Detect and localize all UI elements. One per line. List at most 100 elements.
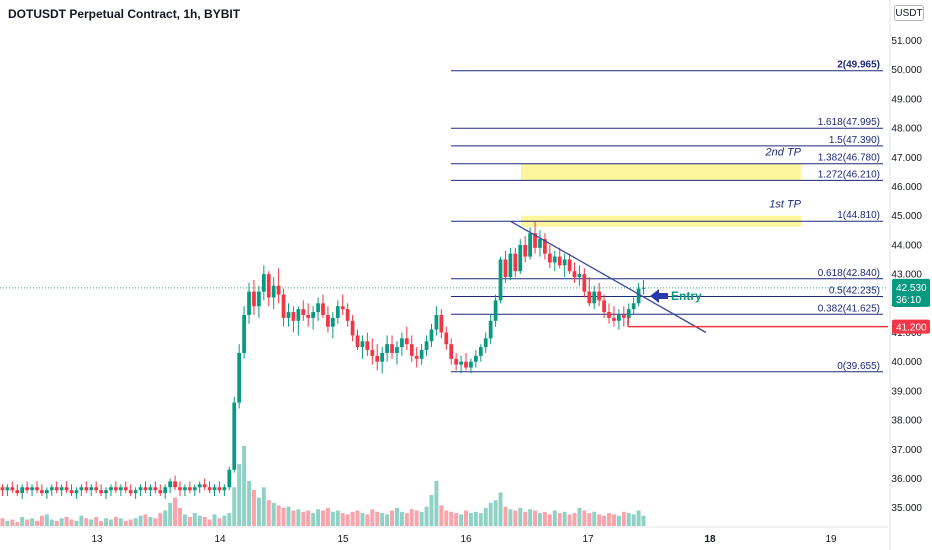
volume-bar bbox=[291, 510, 296, 526]
volume-bar bbox=[74, 520, 79, 526]
candle-body bbox=[232, 402, 237, 470]
y-tick-label: 40.000 bbox=[891, 357, 922, 368]
candle-body bbox=[266, 274, 271, 298]
candle-body bbox=[444, 332, 449, 345]
candle-body bbox=[518, 244, 523, 272]
candle-body bbox=[607, 312, 611, 318]
volume-bar bbox=[251, 489, 256, 526]
volume-bar bbox=[567, 514, 572, 526]
candle-body bbox=[44, 490, 49, 494]
volume-bar bbox=[202, 516, 207, 526]
fib-level-label: 1.5(47.390) bbox=[829, 135, 880, 146]
y-tick-label: 38.000 bbox=[891, 416, 922, 427]
candle-body bbox=[321, 303, 325, 315]
candle-body bbox=[133, 490, 138, 494]
annotations[interactable]: Entry bbox=[510, 220, 888, 334]
fib-level-label: 0.618(42.840) bbox=[818, 268, 880, 279]
volume-bar bbox=[335, 510, 340, 526]
volume-bar bbox=[207, 519, 212, 526]
volume-bar bbox=[173, 497, 178, 526]
volume-bar bbox=[49, 519, 54, 526]
candle-body bbox=[261, 274, 266, 292]
candle-body bbox=[617, 314, 621, 321]
candle-body bbox=[538, 239, 542, 248]
volume-bar bbox=[15, 522, 20, 526]
volume-bar bbox=[89, 519, 94, 526]
trendline[interactable] bbox=[510, 220, 707, 334]
candle-body bbox=[5, 487, 10, 491]
volume-bar bbox=[404, 513, 409, 526]
fib-level-label: 1.382(46.780) bbox=[818, 153, 880, 164]
volume-bar bbox=[370, 509, 375, 526]
candle-body bbox=[552, 256, 557, 263]
volume-bar bbox=[360, 513, 365, 526]
volume-bar bbox=[582, 510, 587, 526]
volume-bar bbox=[498, 492, 503, 526]
volume-bar bbox=[178, 507, 182, 526]
volume-bar bbox=[108, 519, 113, 526]
volume-bar bbox=[385, 514, 390, 526]
candle-body bbox=[64, 487, 69, 491]
candle-body bbox=[15, 490, 20, 494]
volume-bar bbox=[518, 507, 523, 526]
volume-bar bbox=[217, 518, 222, 526]
candle-body bbox=[582, 274, 587, 292]
volume-bar bbox=[365, 514, 370, 526]
volume-bar bbox=[399, 511, 404, 526]
candle-body bbox=[84, 487, 89, 491]
y-tick-label: 44.000 bbox=[891, 240, 922, 251]
candle-body bbox=[335, 306, 340, 318]
volume-bar bbox=[301, 511, 306, 526]
candle-body bbox=[291, 312, 296, 321]
volume-bar bbox=[616, 515, 621, 526]
candle-body bbox=[365, 341, 370, 351]
currency-button[interactable]: USDT bbox=[894, 5, 924, 21]
volume-bar bbox=[592, 511, 597, 526]
volume-bar bbox=[192, 513, 197, 526]
volume-bar bbox=[242, 446, 247, 526]
stop-price-value: 41.200 bbox=[896, 323, 927, 334]
volume-bar bbox=[247, 480, 252, 526]
candle-body bbox=[89, 487, 94, 491]
volume-bar bbox=[227, 513, 232, 526]
candle-body bbox=[54, 487, 59, 491]
volume-bar bbox=[355, 510, 360, 526]
candle-body bbox=[473, 355, 478, 362]
volume-bar bbox=[5, 520, 10, 526]
candle-body bbox=[508, 253, 513, 278]
candle-body bbox=[439, 314, 444, 333]
volume-bar bbox=[547, 514, 552, 526]
volume-bar bbox=[523, 511, 528, 526]
volume-bar bbox=[212, 514, 217, 526]
y-tick-label: 48.000 bbox=[891, 124, 922, 135]
candle-body bbox=[557, 256, 562, 266]
volume-bar bbox=[143, 514, 148, 526]
volume-bar bbox=[572, 513, 577, 526]
volume-bar bbox=[350, 511, 355, 526]
volume-bar bbox=[390, 510, 395, 526]
candle-body bbox=[562, 259, 567, 266]
fib-level-label: 0.5(42.235) bbox=[829, 285, 880, 296]
volume-bar bbox=[325, 507, 330, 526]
y-tick-label: 39.000 bbox=[891, 386, 922, 397]
volume-bar bbox=[138, 515, 143, 526]
candle-body bbox=[316, 303, 320, 313]
x-tick-label: 14 bbox=[214, 534, 226, 545]
volume-bar bbox=[10, 519, 15, 526]
fibonacci-levels[interactable]: 2(49.965) 1.618(47.995) 1.5(47.390) 1.382(4… bbox=[451, 60, 883, 373]
volume-bar bbox=[113, 516, 118, 526]
candle-body bbox=[424, 341, 429, 351]
volume-bar bbox=[424, 506, 429, 526]
volume-bar bbox=[84, 518, 89, 526]
candle-body bbox=[326, 314, 330, 327]
volume-bar bbox=[158, 513, 163, 526]
volume-bar bbox=[128, 519, 133, 526]
candle-body bbox=[449, 344, 454, 359]
candle-body bbox=[178, 487, 182, 491]
volume-bar bbox=[69, 519, 74, 526]
volume-bar bbox=[25, 519, 30, 526]
volume-bar bbox=[148, 516, 153, 526]
volume-bar bbox=[39, 515, 44, 526]
volume-bar bbox=[597, 514, 602, 526]
